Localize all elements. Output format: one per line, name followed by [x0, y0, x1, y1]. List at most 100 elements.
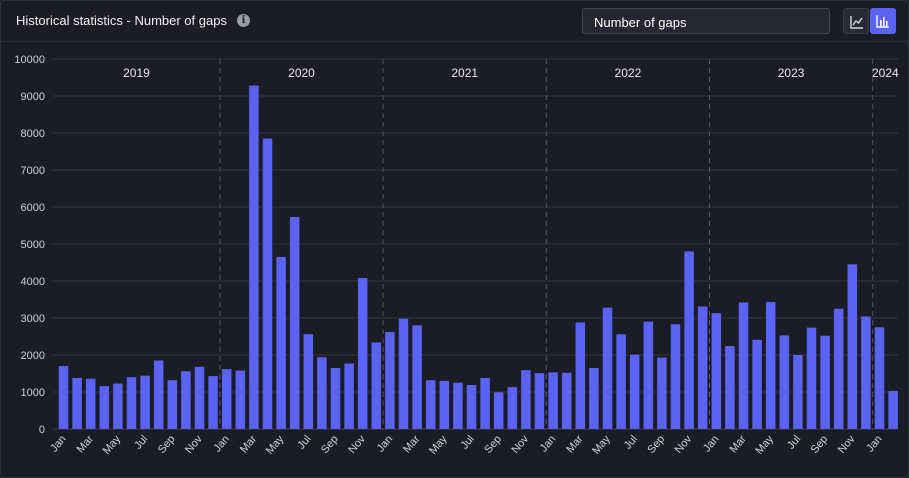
bar	[153, 360, 164, 429]
x-tick-label: May	[264, 433, 287, 457]
bar	[249, 85, 259, 429]
bar	[194, 366, 205, 429]
bar	[398, 318, 409, 429]
bar	[126, 377, 137, 429]
bar	[99, 386, 110, 429]
bar	[874, 327, 885, 429]
bar	[657, 357, 667, 429]
bar	[779, 335, 790, 429]
x-tick-label: Sep	[809, 433, 831, 456]
year-label: 2024	[872, 66, 899, 80]
bar	[72, 377, 82, 429]
x-tick-label: May	[590, 433, 613, 457]
bar	[344, 363, 354, 429]
y-tick-label: 3000	[21, 313, 45, 325]
bar	[181, 371, 191, 429]
bar-chart: 0 1000 2000 3000 4000 5000 6000 7000 8000 9000 100…	[14, 54, 899, 457]
metric-select[interactable]: Number of gaps	[582, 8, 830, 34]
y-tick-label: 1000	[21, 387, 45, 399]
y-tick-label: 0	[39, 424, 45, 436]
bar	[289, 216, 300, 429]
y-tick-label: 10000	[14, 54, 45, 66]
bar	[235, 370, 246, 429]
bar	[58, 366, 69, 429]
year-label: 2020	[288, 66, 315, 80]
bar	[412, 325, 422, 429]
bar	[847, 264, 858, 429]
bar	[738, 302, 749, 429]
year-label: 2019	[123, 66, 150, 80]
bar	[303, 334, 314, 429]
year-label: 2023	[778, 66, 805, 80]
bar	[684, 251, 694, 429]
bar	[534, 373, 545, 429]
bar	[439, 380, 450, 429]
bar	[453, 382, 463, 429]
x-tick-label: Jul	[459, 433, 477, 451]
x-tick-label: Jul	[622, 433, 640, 451]
x-tick-label: May	[427, 433, 450, 457]
x-tick-label: Jan	[375, 433, 396, 454]
bar	[208, 376, 218, 429]
bar	[670, 324, 681, 429]
x-tick-label: Mar	[238, 433, 260, 455]
bar	[221, 369, 232, 429]
bar	[276, 256, 286, 429]
x-tick-label: Sep	[156, 433, 178, 456]
bar	[493, 392, 504, 429]
bar	[589, 367, 599, 429]
y-tick-label: 6000	[21, 202, 45, 214]
x-tick-label: Mar	[564, 433, 586, 455]
x-tick-label: Nov	[346, 433, 368, 456]
bar	[521, 370, 531, 429]
x-tick-label: Jan	[211, 433, 232, 454]
bar	[330, 367, 341, 429]
bar-chart-icon	[876, 15, 889, 28]
bar	[357, 278, 368, 429]
x-tick-label: Nov	[673, 433, 695, 456]
y-tick-label: 9000	[21, 91, 45, 103]
x-tick-label: Jan	[701, 433, 722, 454]
panel-header: Historical statistics - Number of gaps i…	[1, 1, 908, 42]
x-tick-label: Jan	[864, 433, 885, 454]
bar	[167, 380, 178, 429]
x-tick-label: Sep	[482, 433, 504, 456]
bar	[793, 355, 803, 429]
bar	[861, 316, 871, 429]
x-tick-label: Nov	[836, 433, 858, 456]
line-chart-icon	[850, 16, 863, 29]
bar	[140, 375, 150, 429]
bar	[643, 321, 654, 429]
bar	[317, 357, 327, 429]
info-icon[interactable]: i	[237, 14, 250, 27]
bar	[602, 307, 613, 429]
metric-select-value: Number of gaps	[594, 15, 687, 30]
bar	[466, 384, 477, 429]
x-tick-label: Sep	[645, 433, 667, 456]
x-tick-label: Mar	[75, 433, 97, 455]
bar-chart-toggle[interactable]	[870, 8, 896, 34]
y-tick-label: 8000	[21, 128, 45, 140]
bar	[697, 306, 708, 429]
bar	[262, 138, 273, 430]
year-label: 2022	[615, 66, 642, 80]
bar	[765, 302, 776, 429]
x-tick-label: Mar	[727, 433, 749, 455]
panel-title: Historical statistics - Number of gaps	[16, 13, 227, 28]
bar	[575, 322, 586, 429]
bar	[629, 354, 640, 429]
x-tick-label: Jul	[785, 433, 803, 451]
y-tick-label: 2000	[21, 350, 45, 362]
bar	[385, 332, 395, 429]
x-tick-label: May	[753, 433, 776, 457]
x-tick-label: Jan	[48, 433, 69, 454]
bar	[806, 327, 817, 429]
bar	[507, 387, 518, 429]
bar	[616, 334, 626, 429]
bar	[371, 342, 382, 429]
x-tick-label: Jul	[132, 433, 150, 451]
bar	[888, 390, 898, 429]
x-tick-label: May	[101, 433, 124, 457]
bar	[425, 380, 436, 429]
line-chart-toggle[interactable]	[843, 8, 869, 34]
